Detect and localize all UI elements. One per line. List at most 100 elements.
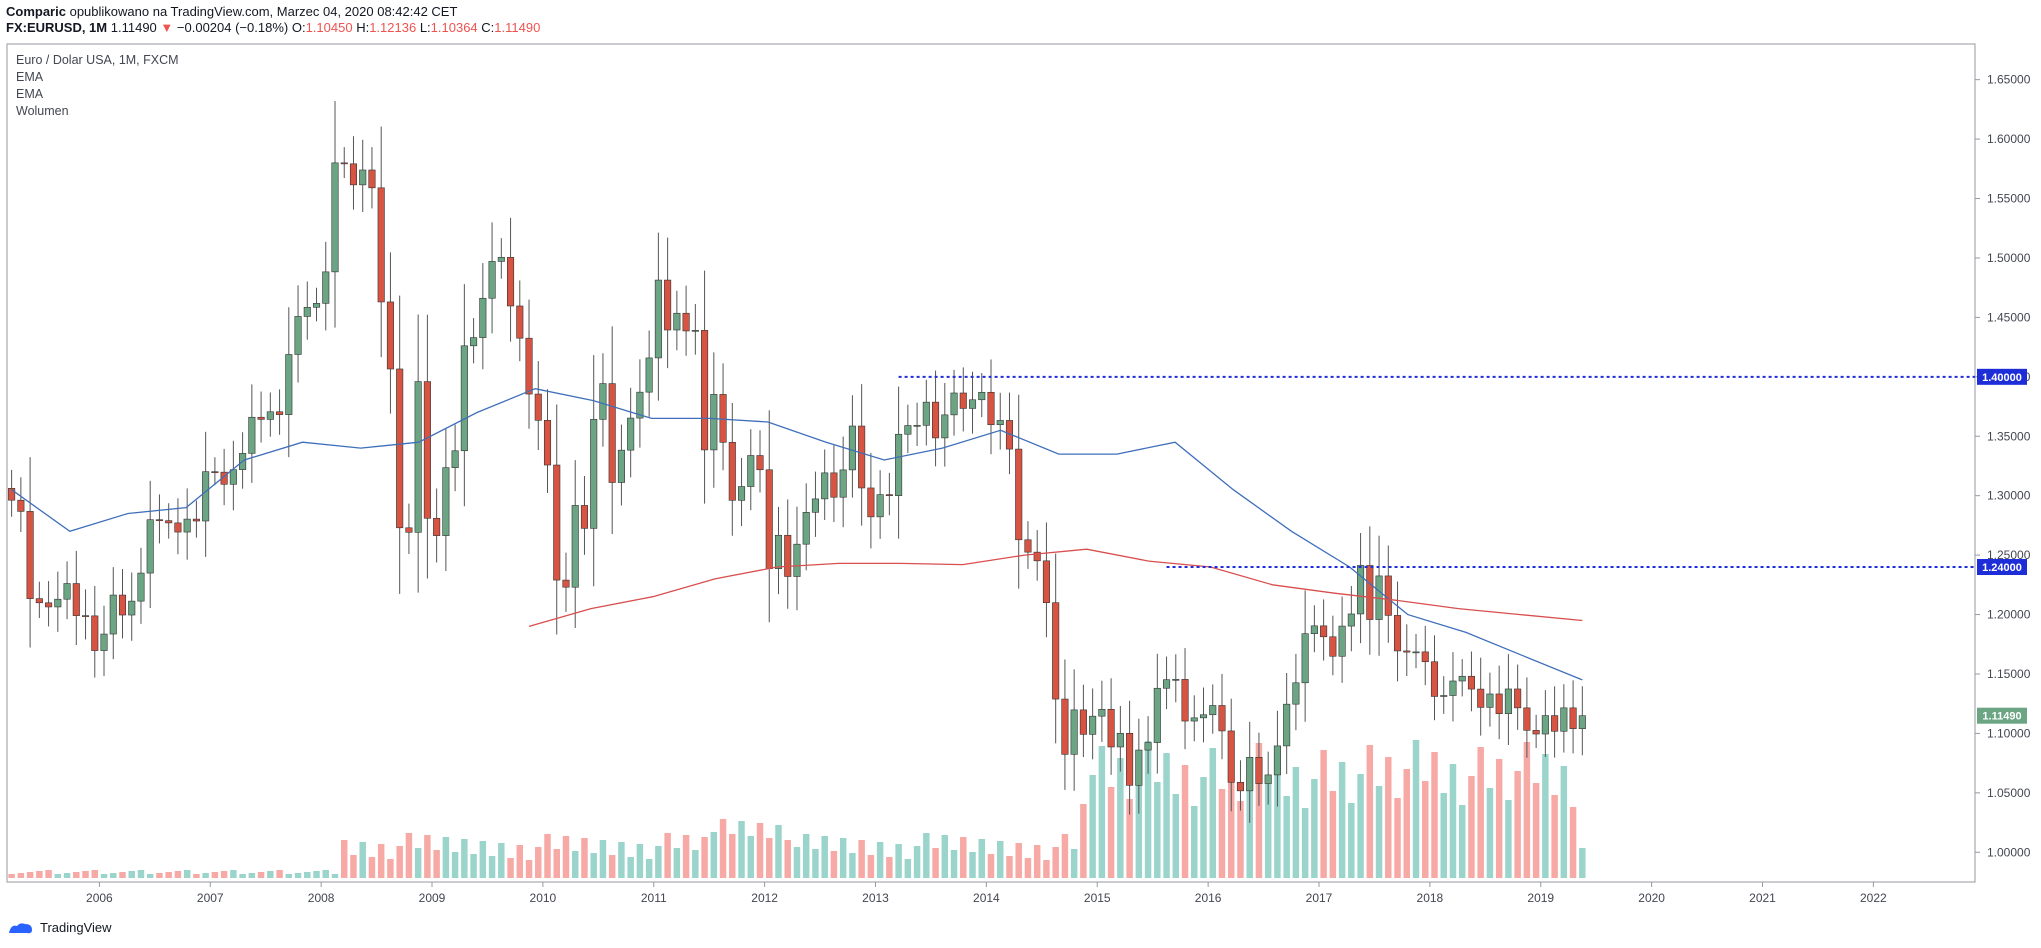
candle-body[interactable] <box>479 297 487 338</box>
candle-body[interactable] <box>229 469 237 485</box>
candle-body[interactable] <box>895 433 903 496</box>
candle-body[interactable] <box>1458 675 1466 682</box>
candle-body[interactable] <box>1440 695 1448 697</box>
candle-body[interactable] <box>248 416 256 454</box>
candle-body[interactable] <box>1218 705 1226 732</box>
candle-body[interactable] <box>63 583 71 600</box>
candle-body[interactable] <box>1338 625 1346 657</box>
candle-body[interactable] <box>562 579 570 588</box>
candle-body[interactable] <box>1320 625 1328 638</box>
candle-body[interactable] <box>1578 715 1586 729</box>
candle-body[interactable] <box>1394 615 1402 652</box>
candle-body[interactable] <box>1292 682 1300 705</box>
candle-body[interactable] <box>1366 565 1374 620</box>
candle-body[interactable] <box>1412 651 1420 654</box>
candle-body[interactable] <box>1089 715 1097 735</box>
candle-body[interactable] <box>608 383 616 483</box>
candle-body[interactable] <box>1079 709 1087 735</box>
candle-body[interactable] <box>1061 698 1069 755</box>
candle-body[interactable] <box>534 393 542 421</box>
candle-body[interactable] <box>1264 774 1272 784</box>
candle-body[interactable] <box>968 399 977 409</box>
candle-body[interactable] <box>257 416 265 420</box>
candle-body[interactable] <box>497 257 505 262</box>
candle-body[interactable] <box>654 279 662 359</box>
legend-volume[interactable]: Wolumen <box>16 104 69 118</box>
candle-body[interactable] <box>1310 625 1318 634</box>
candle-body[interactable] <box>1255 757 1263 784</box>
candle-body[interactable] <box>266 411 274 420</box>
candle-body[interactable] <box>1504 688 1512 714</box>
candle-body[interactable] <box>1070 709 1078 755</box>
candle-body[interactable] <box>54 598 62 608</box>
candle-body[interactable] <box>1033 551 1041 562</box>
candle-body[interactable] <box>1116 732 1124 748</box>
candle-body[interactable] <box>192 518 200 522</box>
candle-body[interactable] <box>728 442 736 501</box>
candle-body[interactable] <box>590 419 598 529</box>
candle-body[interactable] <box>710 394 718 451</box>
candle-body[interactable] <box>470 337 478 347</box>
candle-body[interactable] <box>1560 707 1568 732</box>
candle-body[interactable] <box>876 494 884 518</box>
candle-body[interactable] <box>91 615 99 651</box>
candle-body[interactable] <box>1236 781 1244 792</box>
candle-body[interactable] <box>414 381 422 533</box>
candle-body[interactable] <box>1329 636 1337 657</box>
candle-body[interactable] <box>617 449 625 483</box>
candle-body[interactable] <box>1523 707 1531 731</box>
candle-body[interactable] <box>904 425 912 435</box>
candle-body[interactable] <box>1126 732 1134 786</box>
candle-body[interactable] <box>128 600 136 616</box>
candle-body[interactable] <box>137 572 145 602</box>
candle-body[interactable] <box>174 522 182 533</box>
candle-body[interactable] <box>1569 707 1577 729</box>
candle-body[interactable] <box>848 425 856 471</box>
candle-body[interactable] <box>571 505 579 588</box>
candle-body[interactable] <box>433 517 441 536</box>
candle-body[interactable] <box>1449 680 1457 696</box>
candle-body[interactable] <box>1172 679 1180 681</box>
candle-body[interactable] <box>488 261 496 299</box>
candle-body[interactable] <box>82 615 90 617</box>
candle-body[interactable] <box>645 357 653 393</box>
candle-body[interactable] <box>294 316 302 355</box>
candle-body[interactable] <box>396 368 404 529</box>
candle-body[interactable] <box>802 512 810 545</box>
legend-ema-slow[interactable]: EMA <box>16 87 44 101</box>
candle-body[interactable] <box>1273 745 1281 776</box>
candle-body[interactable] <box>165 520 173 524</box>
candle-body[interactable] <box>1042 560 1050 603</box>
candle-body[interactable] <box>1199 714 1208 719</box>
candle-body[interactable] <box>1514 688 1522 709</box>
candle-body[interactable] <box>553 464 561 581</box>
candle-body[interactable] <box>1495 693 1503 714</box>
candle-body[interactable] <box>793 543 801 577</box>
candle-body[interactable] <box>1024 539 1032 553</box>
candle-body[interactable] <box>959 392 967 409</box>
candle-body[interactable] <box>1486 693 1494 708</box>
candle-body[interactable] <box>1227 730 1235 783</box>
candle-body[interactable] <box>987 391 995 426</box>
candle-body[interactable] <box>664 279 672 331</box>
legend-title[interactable]: Euro / Dolar USA, 1M, FXCM <box>16 53 179 67</box>
candle-body[interactable] <box>155 519 163 521</box>
candle-body[interactable] <box>386 301 394 370</box>
candle-body[interactable] <box>682 312 690 332</box>
candle-body[interactable] <box>932 401 940 439</box>
footer-brand[interactable]: TradingView <box>8 920 112 935</box>
candle-body[interactable] <box>1190 717 1198 722</box>
candle-body[interactable] <box>1467 675 1475 690</box>
candle-body[interactable] <box>220 471 228 485</box>
candle-body[interactable] <box>599 383 607 420</box>
legend-ema-fast[interactable]: EMA <box>16 70 44 84</box>
candle-body[interactable] <box>765 469 773 569</box>
candle-body[interactable] <box>26 511 34 599</box>
candle-body[interactable] <box>368 169 376 189</box>
candle-body[interactable] <box>1052 602 1060 700</box>
candle-body[interactable] <box>1181 679 1189 722</box>
candle-body[interactable] <box>913 425 921 427</box>
candle-body[interactable] <box>516 305 524 339</box>
candle-body[interactable] <box>1403 650 1411 653</box>
candle-body[interactable] <box>349 163 358 186</box>
